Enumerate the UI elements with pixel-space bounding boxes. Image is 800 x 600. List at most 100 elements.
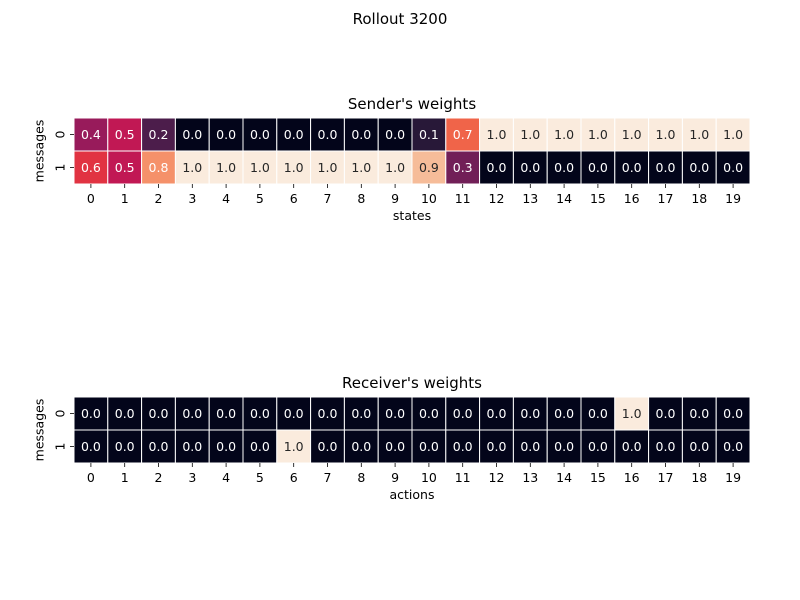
sender-x-tick-label: 4 <box>222 191 230 206</box>
sender-cell-label: 1.0 <box>689 127 709 142</box>
sender-cell-label: 1.0 <box>182 160 202 175</box>
sender-cell-r0-c5 <box>242 117 278 152</box>
receiver-cell-label: 0.0 <box>656 406 676 421</box>
receiver-cell-r0-c12 <box>479 396 514 431</box>
sender-cell-label: 1.0 <box>318 160 338 175</box>
receiver-cell-r1-c9 <box>377 429 413 464</box>
sender-cell-label: 0.0 <box>216 127 236 142</box>
receiver-cell-r0-c1 <box>107 396 143 431</box>
receiver-x-tick-label: 18 <box>691 470 707 485</box>
receiver-cell-label: 0.0 <box>453 406 473 421</box>
receiver-y-tick-label: 0 <box>52 409 67 417</box>
receiver-cell-r0-c2 <box>141 396 176 431</box>
sender-cell-r1-c6 <box>276 150 312 185</box>
sender-x-tick-label: 2 <box>155 191 163 206</box>
sender-cell-label: 1.0 <box>656 127 676 142</box>
receiver-cell-r0-c7 <box>310 396 345 431</box>
receiver-x-axis-label: actions <box>390 487 435 502</box>
receiver-cell-r0-c17 <box>648 396 683 431</box>
receiver-cell-label: 0.0 <box>656 439 676 454</box>
receiver-cell-label: 0.0 <box>149 406 169 421</box>
sender-cell-label: 1.0 <box>216 160 236 175</box>
sender-cell-label: 0.0 <box>351 127 371 142</box>
sender-cell-label: 1.0 <box>554 127 574 142</box>
receiver-cell-label: 0.0 <box>81 439 101 454</box>
receiver-x-tick-label: 0 <box>87 470 95 485</box>
sender-cell-label: 0.6 <box>81 160 101 175</box>
receiver-cell-label: 1.0 <box>622 406 642 421</box>
receiver-cell-r1-c4 <box>208 429 244 464</box>
sender-cell-label: 0.0 <box>588 160 608 175</box>
receiver-x-tick-label: 8 <box>357 470 365 485</box>
receiver-cell-label: 0.0 <box>487 406 507 421</box>
sender-cell-label: 0.0 <box>656 160 676 175</box>
sender-cell-r1-c16 <box>614 150 650 185</box>
sender-cell-label: 0.5 <box>115 127 135 142</box>
receiver-cell-label: 0.0 <box>149 439 169 454</box>
sender-x-tick-label: 9 <box>391 191 399 206</box>
receiver-cell-label: 0.0 <box>351 439 371 454</box>
receiver-chart-title: Receiver's weights <box>342 374 482 392</box>
sender-y-tick-label: 1 <box>52 164 67 172</box>
receiver-x-tick-label: 7 <box>324 470 332 485</box>
sender-cell-r0-c16 <box>614 117 650 152</box>
receiver-x-tick-label: 10 <box>421 470 437 485</box>
sender-cell-r1-c15 <box>580 150 616 185</box>
receiver-x-tick-label: 5 <box>256 470 264 485</box>
receiver-cell-r0-c11 <box>445 396 481 431</box>
receiver-cell-label: 0.0 <box>554 439 574 454</box>
receiver-cell-r1-c8 <box>343 429 379 464</box>
receiver-cell-label: 0.0 <box>182 406 202 421</box>
sender-cell-r0-c7 <box>310 117 345 152</box>
sender-cell-label: 0.0 <box>385 127 405 142</box>
receiver-cell-label: 0.0 <box>520 439 540 454</box>
sender-cell-r0-c19 <box>715 117 751 152</box>
receiver-cell-r1-c17 <box>648 429 683 464</box>
receiver-cell-r1-c7 <box>310 429 345 464</box>
sender-cell-r0-c9 <box>377 117 413 152</box>
sender-x-tick-label: 12 <box>489 191 505 206</box>
sender-y-tick-label: 0 <box>52 130 67 138</box>
receiver-weights-heatmap: Receiver's weights 0.0 0.0 0.0 0.0 0.0 0.0 0.0 0… <box>31 374 751 502</box>
sender-chart-title: Sender's weights <box>348 95 476 113</box>
receiver-cell-r0-c6 <box>276 396 312 431</box>
sender-cell-label: 0.0 <box>284 127 304 142</box>
receiver-x-tick-label: 4 <box>222 470 230 485</box>
receiver-cell-label: 0.0 <box>284 406 304 421</box>
receiver-cell-label: 0.0 <box>385 439 405 454</box>
receiver-cell-label: 0.0 <box>588 439 608 454</box>
receiver-cell-label: 0.0 <box>487 439 507 454</box>
sender-cell-label: 0.0 <box>689 160 709 175</box>
receiver-cell-label: 0.0 <box>689 439 709 454</box>
sender-cell-label: 0.7 <box>453 127 473 142</box>
sender-x-tick-label: 15 <box>590 191 606 206</box>
sender-x-axis-label: states <box>393 208 431 223</box>
receiver-cell-label: 0.0 <box>453 439 473 454</box>
receiver-cell-label: 0.0 <box>689 406 709 421</box>
receiver-y-tick-label: 1 <box>52 443 67 451</box>
receiver-cell-label: 0.0 <box>182 439 202 454</box>
receiver-cell-r1-c2 <box>141 429 176 464</box>
sender-cell-label: 1.0 <box>622 127 642 142</box>
receiver-x-tick-label: 13 <box>522 470 538 485</box>
sender-cell-label: 0.5 <box>115 160 135 175</box>
sender-cell-label: 1.0 <box>250 160 270 175</box>
sender-cell-label: 0.0 <box>520 160 540 175</box>
sender-cell-label: 1.0 <box>520 127 540 142</box>
sender-cell-label: 0.1 <box>419 127 439 142</box>
receiver-cell-label: 0.0 <box>318 439 338 454</box>
figure-title: Rollout 3200 <box>353 10 448 28</box>
receiver-x-tick-label: 19 <box>725 470 741 485</box>
receiver-cell-r1-c5 <box>242 429 278 464</box>
receiver-cell-label: 0.0 <box>115 406 135 421</box>
receiver-cell-label: 0.0 <box>250 406 270 421</box>
sender-x-tick-label: 8 <box>357 191 365 206</box>
receiver-x-tick-label: 16 <box>624 470 640 485</box>
sender-cell-label: 1.0 <box>385 160 405 175</box>
receiver-x-tick-label: 14 <box>556 470 572 485</box>
receiver-cell-label: 1.0 <box>284 439 304 454</box>
receiver-cell-label: 0.0 <box>419 406 439 421</box>
sender-weights-heatmap: Sender's weights 0.4 0.5 0.2 0.0 0.0 0.0 0.0 0.0… <box>31 95 751 223</box>
sender-cell-label: 0.9 <box>419 160 439 175</box>
